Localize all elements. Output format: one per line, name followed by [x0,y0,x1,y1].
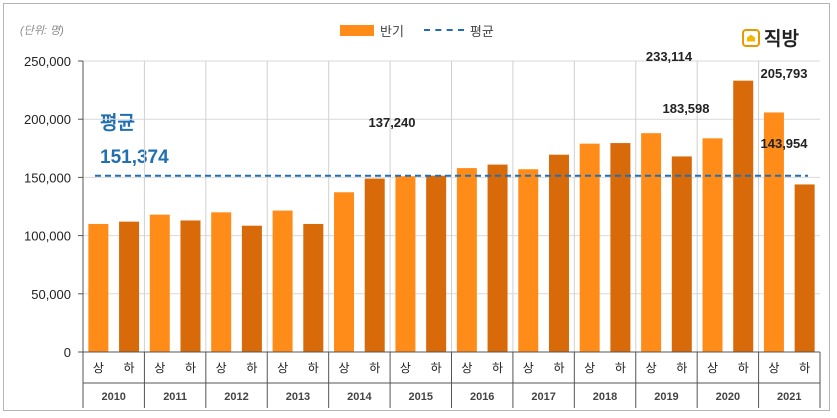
x-half-label: 하 [246,361,257,375]
x-half-label: 하 [799,361,810,375]
bar-2015-상 [395,176,416,352]
x-year-label: 2017 [531,391,555,403]
x-half-label: 하 [369,361,380,375]
x-year-label: 2010 [101,391,125,403]
bar-2018-상 [579,143,600,352]
x-half-label: 하 [676,361,687,375]
unit-label: (단위: 명) [20,25,64,37]
x-year-label: 2019 [654,391,678,403]
data-label: 143,954 [761,136,809,151]
bar-2021-상 [763,112,784,353]
x-half-label: 상 [154,361,165,375]
bar-2020-하 [733,80,754,352]
x-half-label: 상 [93,361,104,375]
x-half-label: 상 [400,361,411,375]
x-year-label: 2018 [593,391,617,403]
bar-2010-하 [119,221,140,352]
bar-2015-하 [426,175,447,352]
x-half-label: 하 [738,361,749,375]
bar-2013-상 [272,210,293,352]
legend-average-line [423,29,464,31]
legend-bar-label: 반기 [380,23,404,39]
x-half-label: 하 [553,361,564,375]
legend-bar-swatch [340,24,374,36]
x-year-label: 2016 [470,391,494,403]
data-label: 205,793 [761,66,808,81]
x-year-label: 2021 [777,391,801,403]
bar-2016-하 [487,164,508,352]
x-half-label: 하 [124,361,135,375]
x-half-label: 하 [185,361,196,375]
x-half-label: 하 [308,361,319,375]
x-half-label: 하 [492,361,503,375]
bar-2014-하 [364,178,385,352]
y-tick-label: 0 [64,345,71,360]
bar-2011-하 [180,220,201,352]
x-half-label: 상 [646,361,657,375]
x-half-label: 상 [584,361,595,375]
x-half-label: 하 [615,361,626,375]
x-half-label: 상 [523,361,534,375]
zigbang-logo: 직방 [742,24,799,51]
data-label: 233,114 [646,49,693,64]
x-year-label: 2011 [163,391,187,403]
bar-2014-상 [334,192,355,352]
x-half-label: 상 [216,361,227,375]
y-tick-label: 200,000 [24,112,71,127]
x-half-label: 상 [707,361,718,375]
x-half-label: 하 [431,361,442,375]
y-tick-label: 100,000 [24,229,71,244]
bar-2021-하 [794,184,815,352]
bar-2019-상 [641,133,662,352]
x-half-label: 상 [277,361,288,375]
bar-2017-상 [518,169,539,352]
x-year-label: 2012 [224,391,248,403]
bar-2013-하 [303,223,324,352]
data-label: 183,598 [663,101,710,116]
legend-average-label: 평균 [469,23,494,39]
x-year-label: 2015 [409,391,433,403]
bar-2018-하 [610,143,631,352]
legend-item-bars: 반기 [340,21,404,40]
bar-2012-하 [241,225,262,352]
x-half-label: 상 [461,361,472,375]
x-year-label: 2020 [716,391,740,403]
bar-2012-상 [211,212,232,352]
chart-frame [3,3,830,411]
x-year-label: 2013 [286,391,310,403]
bar-2017-하 [548,154,569,352]
x-half-label: 상 [768,361,779,375]
data-label: 137,240 [369,115,416,130]
average-title: 평균 [100,113,135,134]
bar-2019-하 [671,156,692,352]
y-tick-label: 50,000 [31,287,71,302]
bar-2011-상 [149,214,170,352]
x-half-label: 상 [338,361,349,375]
y-tick-label: 250,000 [24,54,71,69]
bar-2010-상 [88,223,109,352]
bar-2016-상 [456,168,477,352]
y-tick-label: 150,000 [24,170,71,185]
logo-text: 직방 [764,29,799,50]
legend-item-average: 평균 [423,21,494,40]
bar-2020-상 [702,138,723,352]
legend: 반기 평균 [340,21,506,39]
average-value: 151,374 [100,147,169,168]
house-icon [742,28,760,47]
x-year-label: 2014 [347,391,372,403]
